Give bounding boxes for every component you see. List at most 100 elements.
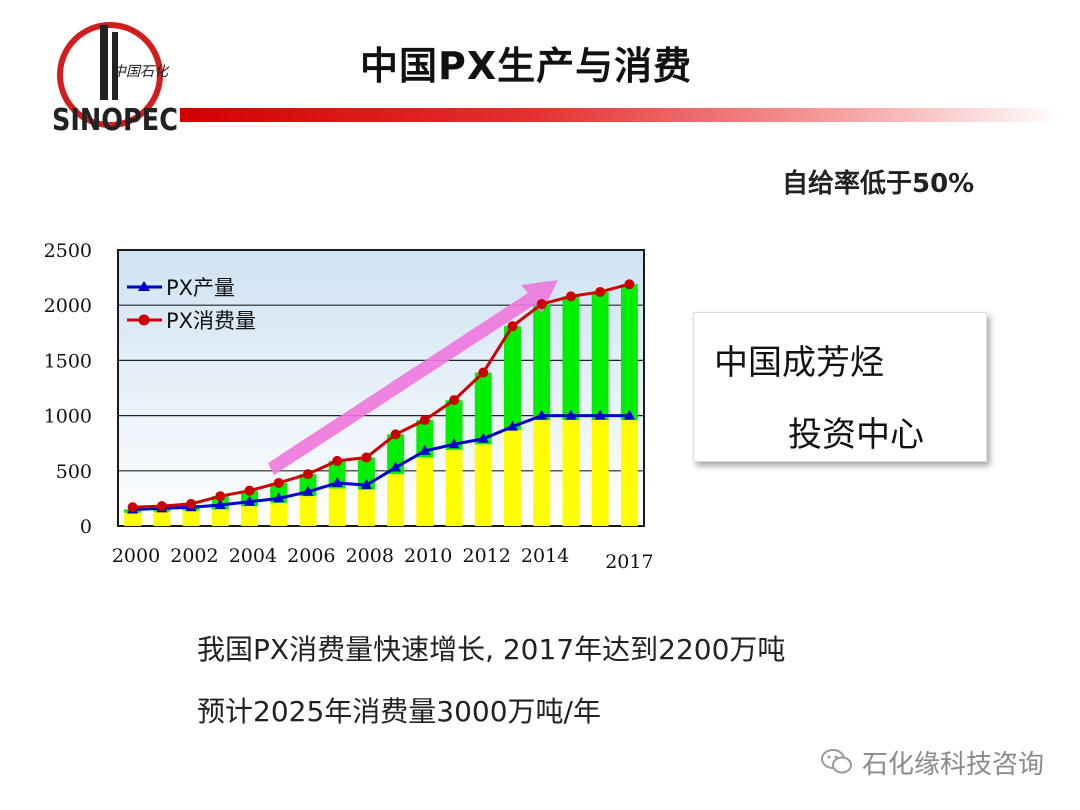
point-production-2013 [507,420,518,431]
point-consumption-2007 [332,455,343,466]
title-underline-bar [180,108,1060,122]
point-production-2010 [419,444,431,455]
point-production-2017 [623,409,635,420]
point-production-2015 [565,409,577,420]
point-production-2016 [594,409,606,420]
y-tick-label: 2000 [44,295,92,317]
y-axis-ticks: 0 500 1000 1500 2000 2500 [44,240,92,538]
point-production-2005 [273,492,285,503]
logo-chinese-text: 中国石化 [112,64,170,80]
bar-yellow-2007 [328,488,346,526]
point-production-2012 [477,432,489,443]
bar-yellow-2005 [270,502,288,526]
point-consumption-2008 [361,452,372,463]
bar-green-2007 [328,460,346,489]
callout-line2: 投资中心 [788,415,924,455]
x-tick-label: 2012 [462,545,510,567]
point-production-2004 [244,495,255,506]
point-production-2003 [214,499,226,510]
logo-pillar-right [112,32,118,100]
point-consumption-2009 [390,429,401,440]
point-consumption-2014 [536,299,547,310]
point-production-2009 [390,461,402,472]
bar-yellow-2000 [124,512,142,526]
bullet-consumption-growth: 我国PX消费量快速增长, 2017年达到2200万吨 [197,633,786,666]
bar-yellow-2001 [153,511,171,526]
bar-green-2013 [504,326,521,430]
trend-arrow [268,280,558,475]
legend-production-marker [138,281,150,291]
bar-green-2017 [620,284,638,421]
logo-pillar-left [100,25,108,100]
bar-yellow-2002 [182,510,200,526]
point-consumption-2010 [419,415,430,426]
bar-yellow-2014 [533,420,551,526]
point-production-2011 [448,438,460,449]
legend-consumption-marker [138,314,150,326]
bar-yellow-2015 [562,420,580,526]
point-production-2006 [302,485,314,496]
watermark-text: 石化缘科技咨询 [862,749,1045,780]
y-tick-label: 1000 [44,406,92,428]
y-tick-label: 1500 [44,350,92,372]
point-consumption-2001 [156,501,167,512]
y-tick-label: 0 [80,516,92,538]
bar-yellow-2008 [357,489,375,526]
wechat-icon [821,749,852,774]
x-tick-label: 2010 [404,545,452,567]
x-tick-label: 2008 [346,545,394,567]
x-axis-ticks: 2000 2002 2004 2006 2008 2010 2012 2014 2017 [112,545,654,573]
plot-area [117,249,645,527]
page-title: 中国PX生产与消费 [360,44,693,88]
lines [127,279,635,514]
x-tick-label: 2006 [287,545,335,567]
y-tick-label: 2500 [44,240,92,262]
point-consumption-2005 [273,477,284,488]
x-tick-label: 2017 [605,551,653,573]
bar-yellow-2013 [504,429,521,526]
bar-yellow-2006 [299,496,317,526]
callout-line1: 中国成芳烃 [714,343,884,383]
bars [124,284,638,526]
bar-yellow-2012 [474,444,492,526]
bar-green-2012 [474,372,492,445]
bar-green-2015 [562,296,580,421]
point-consumption-2017 [624,279,635,290]
point-consumption-2016 [595,286,606,297]
bar-yellow-2003 [211,509,229,526]
point-consumption-2003 [215,491,226,502]
bar-yellow-2004 [241,506,258,526]
bar-yellow-2010 [416,457,434,526]
point-consumption-2015 [565,291,576,302]
bar-yellow-2009 [387,474,405,526]
point-consumption-2011 [449,395,460,406]
logo-circle [57,22,163,128]
point-production-2007 [331,476,343,487]
y-tick-label: 500 [56,461,92,483]
bar-green-2010 [416,420,434,458]
bullet-2025-forecast: 预计2025年消费量3000万吨/年 [197,695,601,728]
series-line-circle [132,282,630,509]
x-tick-label: 2004 [229,545,277,567]
point-consumption-2012 [478,367,489,378]
point-consumption-2004 [244,485,255,496]
bar-yellow-2017 [620,420,638,526]
legend-production-label: PX产量 [166,276,235,300]
logo-brand-text: SINOPEC [52,103,178,138]
point-consumption-2000 [127,502,138,513]
point-consumption-2002 [186,498,197,509]
point-consumption-2013 [507,321,518,332]
x-tick-label: 2002 [170,545,218,567]
bar-green-2014 [533,304,551,421]
series-line-triangle [132,414,630,511]
x-tick-label: 2000 [112,545,160,567]
sinopec-logo: 中国石化 SINOPEC [52,22,178,138]
x-tick-label: 2014 [521,545,569,567]
self-sufficiency-note: 自给率低于50% [782,169,975,199]
bar-yellow-2011 [445,449,463,526]
legend: PX产量 PX消费量 [127,276,256,333]
point-production-2008 [360,479,372,490]
bar-yellow-2016 [591,420,609,526]
bar-green-2016 [591,291,609,421]
